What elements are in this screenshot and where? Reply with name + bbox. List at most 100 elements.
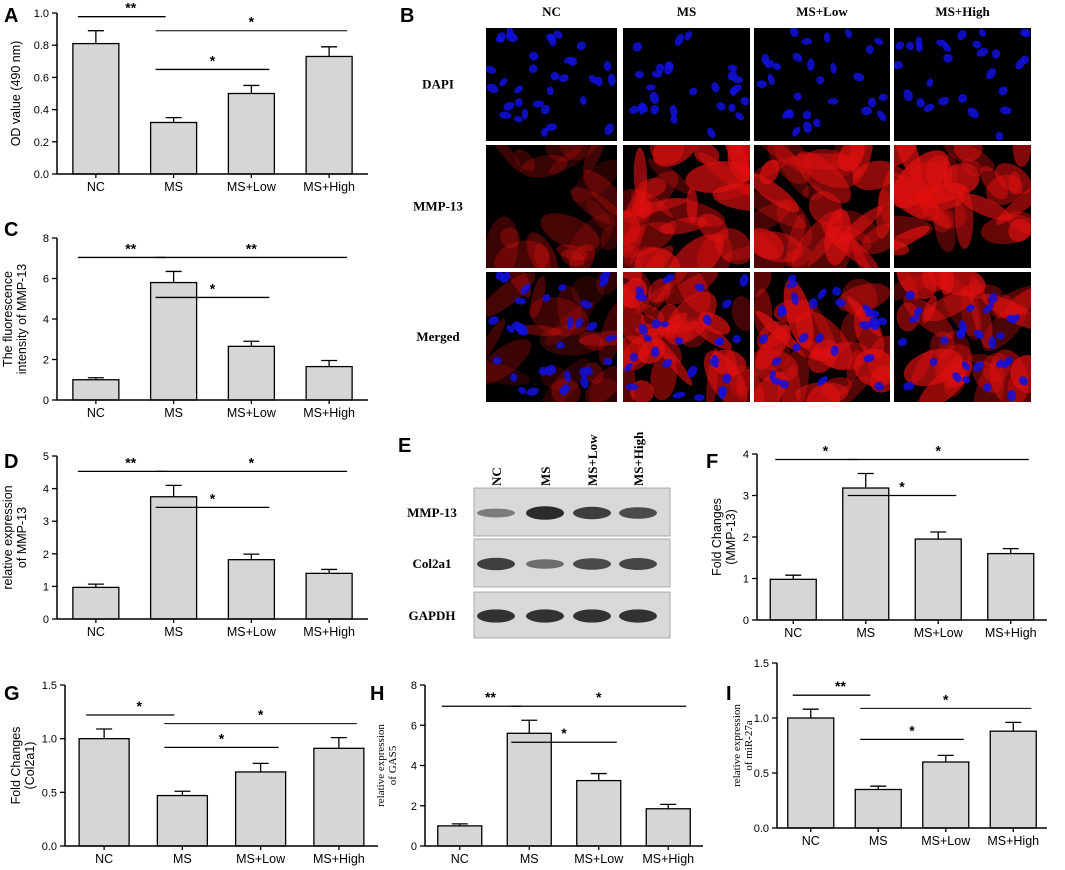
dapi-nucleus [903, 89, 913, 102]
dapi-nucleus [514, 85, 523, 94]
blot-band [526, 506, 564, 520]
dapi-nucleus [586, 322, 598, 331]
mmp13-signal [972, 361, 1005, 402]
dapi-nucleus [803, 121, 812, 133]
mmp13-signal [754, 228, 784, 260]
dapi-nucleus [607, 73, 616, 87]
dapi-nucleus [694, 283, 705, 292]
dapi-nucleus [728, 103, 736, 112]
micrograph-mmp13-mshigh [894, 145, 1031, 268]
mmp13-signal [894, 179, 928, 219]
mmp13-signal [696, 232, 733, 268]
bar [645, 808, 691, 847]
mmp13-signal [501, 272, 532, 298]
dapi-nucleus [909, 314, 920, 323]
dapi-nucleus [815, 333, 824, 343]
bar [989, 730, 1037, 829]
dapi-nucleus [674, 33, 684, 46]
bar [72, 586, 120, 620]
mmp13-signal [878, 189, 890, 229]
mmp13-signal [852, 160, 890, 191]
panel-letter: H [370, 683, 384, 705]
dapi-nucleus [728, 64, 738, 72]
mmp13-signal [486, 145, 523, 173]
dapi-nucleus [878, 93, 888, 101]
blot-band [526, 609, 564, 623]
mmp13-signal [982, 352, 1011, 383]
dapi-nucleus [903, 381, 915, 391]
mmp13-signal [570, 187, 617, 227]
micrograph-background [486, 272, 617, 402]
dapi-nucleus [973, 361, 985, 372]
mmp13-signal [848, 233, 874, 268]
dapi-nucleus [513, 116, 523, 123]
x-tick-label: MS [164, 180, 183, 194]
bar [78, 738, 130, 847]
dapi-nucleus [894, 60, 904, 70]
dapi-nucleus [528, 64, 538, 74]
dapi-nucleus [603, 357, 613, 366]
bar [305, 365, 353, 401]
mmp13-signal [896, 272, 937, 300]
dapi-nucleus [859, 320, 872, 330]
blot-band [526, 559, 564, 569]
dapi-nucleus [670, 114, 678, 124]
dapi-nucleus [703, 314, 712, 326]
dapi-nucleus [563, 56, 574, 64]
dapi-nucleus [605, 334, 617, 342]
mmp13-signal [635, 279, 678, 314]
mmp13-signal [795, 382, 849, 402]
mmp13-signal [540, 213, 600, 252]
significance-label: ** [485, 689, 496, 705]
mmp13-signal [773, 145, 810, 197]
dapi-nucleus [566, 316, 574, 330]
mmp13-signal [994, 163, 1031, 195]
mmp13-signal [623, 210, 641, 247]
dapi-nucleus [962, 376, 971, 384]
mmp13-signal [623, 335, 649, 371]
mmp13-signal [583, 145, 606, 174]
y-axis-label-line: (Col2a1) [23, 742, 37, 790]
significance-label: * [137, 698, 143, 714]
dapi-nucleus [906, 41, 915, 51]
mmp13-signal [486, 339, 532, 385]
dapi-nucleus [966, 304, 975, 312]
dapi-nucleus [546, 33, 556, 42]
bar [922, 761, 970, 829]
mmp13-signal [526, 232, 559, 268]
lane-label: MS+Low [585, 434, 600, 486]
dapi-nucleus [603, 61, 612, 72]
dapi-nucleus [740, 97, 750, 106]
x-tick-label: MS+Low [574, 852, 624, 866]
dapi-nucleus [817, 288, 827, 300]
dapi-nucleus [714, 338, 725, 346]
dapi-nucleus [995, 131, 1004, 141]
mmp13-signal [754, 272, 772, 298]
dapi-nucleus [672, 391, 686, 399]
bar [156, 794, 209, 847]
significance-label: * [899, 479, 905, 495]
mmp13-signal [802, 185, 824, 201]
mmp13-signal [600, 225, 617, 251]
mmp13-signal [894, 225, 931, 254]
y-tick-label: 6 [411, 720, 417, 732]
dapi-nucleus [694, 394, 705, 401]
y-axis-label-line: The fluorescence [1, 271, 15, 367]
panel-G: G 0.0 0.5 1.0 1.5 NC MS MS+Low MS+High Fold Chang… [4, 680, 378, 866]
mmp13-signal [513, 149, 535, 172]
mmp13-signal [598, 303, 617, 366]
y-tick-label: 0.5 [754, 768, 769, 780]
x-tick-label: MS+High [985, 626, 1037, 640]
mmp13-signal [755, 310, 801, 353]
dapi-nucleus [996, 359, 1005, 368]
x-tick-label: NC [784, 626, 802, 640]
dapi-nucleus [756, 80, 767, 89]
bar [842, 487, 890, 621]
mmp13-signal [786, 213, 806, 266]
bar [769, 578, 817, 621]
dapi-nucleus [506, 28, 514, 38]
dapi-nucleus [576, 41, 586, 51]
x-tick-label: NC [451, 852, 469, 866]
dapi-nucleus [604, 123, 614, 136]
